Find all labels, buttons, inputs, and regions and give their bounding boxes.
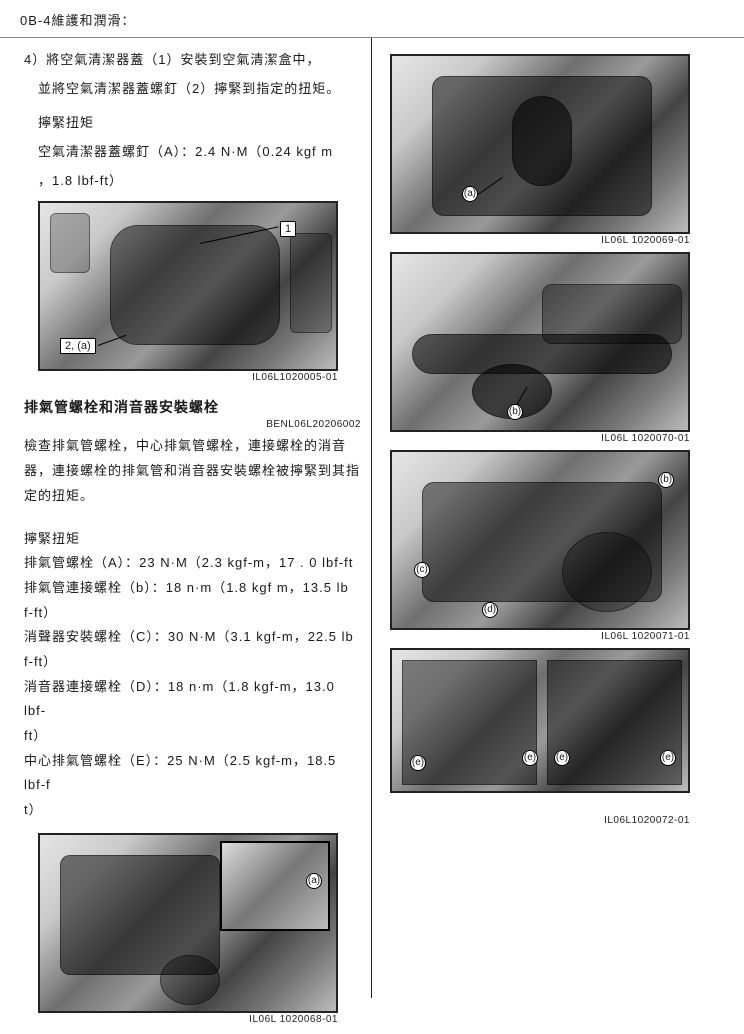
figure-frame: (b) (c) (d): [390, 450, 690, 630]
figure-r4: (e) (e) (e) (e) IL06L1020072-01: [390, 648, 724, 826]
header-text: 0B-4維護和潤滑：: [20, 13, 135, 28]
section-exhaust-para: 檢查排氣管螺栓，中心排氣管螺栓，連接螺栓的消音器，連接螺栓的排氣管和消音器安裝螺…: [24, 434, 361, 508]
figure-caption: IL06L 1020071-01: [390, 631, 690, 642]
figure-r3: (b) (c) (d) IL06L 1020071-01: [390, 450, 724, 642]
figure-r1: (a) IL06L 1020069-01: [390, 54, 724, 246]
torque1-line1: 空氣清潔器蓋螺釘（A）：2.4 N·M（0.24 kgf m: [38, 140, 361, 165]
crankcase: [562, 532, 652, 612]
callout-b: (b): [507, 404, 523, 420]
callout-e: (e): [660, 750, 676, 766]
columns: 4）將空氣清潔器蓋（1）安裝到空氣清潔盒中， 並將空氣清潔器蓋螺釘（2）擰緊到指…: [0, 38, 744, 998]
torque2-b1: 排氣管連接螺栓（b）：18 n·m（1.8 kgf m，13.5 lb: [24, 576, 361, 601]
callout-a: (a): [306, 873, 322, 889]
step4-line2: 並將空氣清潔器蓋螺釘（2）擰緊到指定的扭矩。: [24, 77, 361, 102]
intake-shape: [512, 96, 572, 186]
callout-b: (b): [658, 472, 674, 488]
callout-c: (c): [414, 562, 430, 578]
figure-frame: (a): [38, 833, 338, 1013]
torque2-b2: f-ft）: [24, 601, 361, 626]
figure-frame: (b): [390, 252, 690, 432]
torque2-title: 擰緊扭矩: [24, 527, 361, 552]
torque2-d2: ft）: [24, 724, 361, 749]
figure-caption: IL06L1020072-01: [390, 815, 690, 826]
figure-r2: (b) IL06L 1020070-01: [390, 252, 724, 444]
figure-frame: (a): [390, 54, 690, 234]
callout-e: (e): [522, 750, 538, 766]
callout-e: (e): [410, 755, 426, 771]
right-panel: [547, 660, 682, 785]
figure-exhaust-left: (a) IL06L 1020068-01: [38, 833, 361, 1025]
figure-inset: (a): [220, 841, 330, 931]
engine-part: [160, 955, 220, 1005]
torque1-line2: ，1.8 lbf-ft）: [38, 169, 361, 194]
mech-part: [290, 233, 332, 333]
torque-block-2: 擰緊扭矩 排氣管螺栓（A）：23 N·M（2.3 kgf-m，17 . 0 lb…: [24, 527, 361, 823]
section-exhaust-title: 排氣管螺栓和消音器安裝螺栓: [24, 397, 361, 417]
callout-2a: 2, (a): [60, 338, 96, 354]
callout-e: (e): [554, 750, 570, 766]
torque1-title: 擰緊扭矩: [38, 111, 361, 136]
cover-shape: [110, 225, 280, 345]
torque-block-1: 擰緊扭矩 空氣清潔器蓋螺釘（A）：2.4 N·M（0.24 kgf m ，1.8…: [38, 111, 361, 193]
left-column: 4）將空氣清潔器蓋（1）安裝到空氣清潔盒中， 並將空氣清潔器蓋螺釘（2）擰緊到指…: [10, 38, 372, 998]
leader-line: [98, 335, 127, 346]
figure-caption: IL06L1020005-01: [38, 372, 338, 383]
mech-part: [50, 213, 90, 273]
callout-a: (a): [462, 186, 478, 202]
torque2-d1: 消音器連接螺栓（D）：18 n·m（1.8 kgf-m，13.0 lbf-: [24, 675, 361, 724]
figure-air-cleaner: 1 2, (a) IL06L1020005-01: [38, 201, 361, 383]
step4-line1: 4）將空氣清潔器蓋（1）安裝到空氣清潔盒中，: [24, 48, 361, 73]
callout-1: 1: [280, 221, 296, 237]
torque2-c2: f-ft）: [24, 650, 361, 675]
torque2-a: 排氣管螺栓（A）：23 N·M（2.3 kgf-m，17 . 0 lbf-ft: [24, 551, 361, 576]
figure-caption: IL06L 1020070-01: [390, 433, 690, 444]
right-column: (a) IL06L 1020069-01 (b) IL06L 1020070-0…: [372, 38, 734, 998]
figure-frame: (e) (e) (e) (e): [390, 648, 690, 793]
figure-caption: IL06L 1020068-01: [38, 1014, 338, 1025]
callout-d: (d): [482, 602, 498, 618]
torque2-e1: 中心排氣管螺栓（E）：25 N·M（2.5 kgf-m，18.5 lbf-f: [24, 749, 361, 798]
torque2-c1: 消聲器安裝螺栓（C）：30 N·M（3.1 kgf-m，22.5 lb: [24, 625, 361, 650]
section-ref: BENL06L20206002: [24, 419, 361, 430]
torque2-e2: t）: [24, 798, 361, 823]
figure-frame: 1 2, (a): [38, 201, 338, 371]
figure-caption: IL06L 1020069-01: [390, 235, 690, 246]
engine-shape: [542, 284, 682, 344]
page-header: 0B-4維護和潤滑：: [0, 0, 744, 35]
